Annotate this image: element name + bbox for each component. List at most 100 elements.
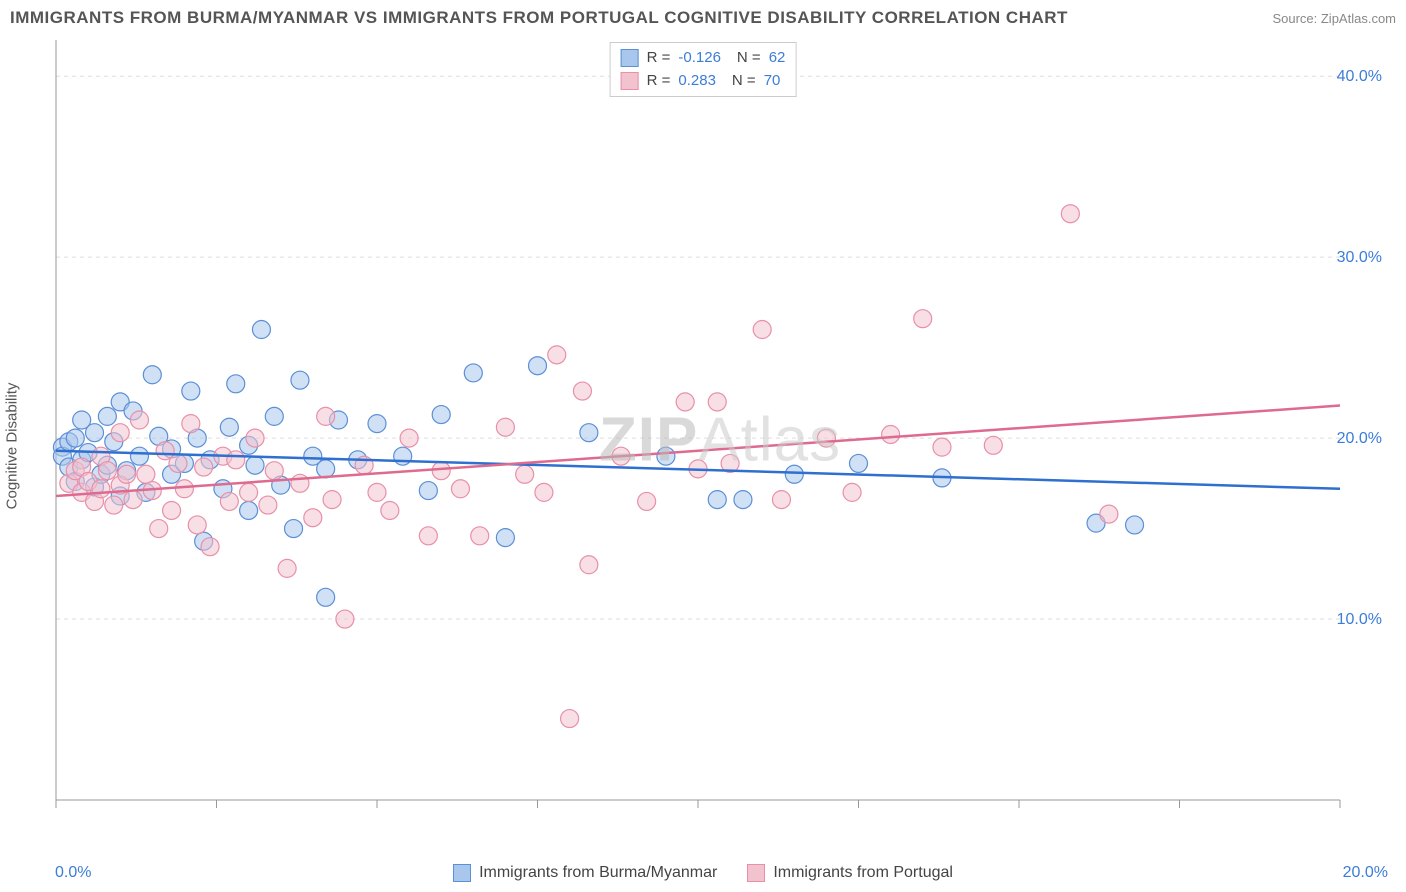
- data-point: [451, 480, 469, 498]
- data-point: [124, 491, 142, 509]
- data-point: [882, 425, 900, 443]
- svg-text:30.0%: 30.0%: [1337, 249, 1382, 266]
- data-point: [676, 393, 694, 411]
- data-point: [561, 710, 579, 728]
- data-point: [105, 496, 123, 514]
- data-point: [143, 366, 161, 384]
- scatter-plot: 10.0%20.0%30.0%40.0%: [50, 40, 1390, 840]
- data-point: [220, 492, 238, 510]
- data-point: [1126, 516, 1144, 534]
- data-point: [265, 462, 283, 480]
- data-point: [419, 527, 437, 545]
- data-point: [336, 610, 354, 628]
- data-point: [638, 492, 656, 510]
- data-point: [817, 429, 835, 447]
- data-point: [432, 406, 450, 424]
- data-point: [130, 411, 148, 429]
- data-point: [580, 424, 598, 442]
- data-point: [1100, 505, 1118, 523]
- data-point: [227, 451, 245, 469]
- data-point: [400, 429, 418, 447]
- data-point: [394, 447, 412, 465]
- data-point: [734, 491, 752, 509]
- data-point: [657, 447, 675, 465]
- legend-item: Immigrants from Burma/Myanmar: [453, 864, 717, 882]
- data-point: [240, 483, 258, 501]
- data-point: [471, 527, 489, 545]
- data-point: [496, 418, 514, 436]
- data-point: [259, 496, 277, 514]
- bottom-legend: Immigrants from Burma/Myanmar Immigrants …: [0, 864, 1406, 882]
- data-point: [496, 529, 514, 547]
- data-point: [368, 483, 386, 501]
- chart-title: IMMIGRANTS FROM BURMA/MYANMAR VS IMMIGRA…: [10, 8, 1068, 28]
- data-point: [850, 454, 868, 472]
- data-point: [1061, 205, 1079, 223]
- data-point: [464, 364, 482, 382]
- y-axis-title: Cognitive Disability: [4, 383, 21, 510]
- data-point: [317, 588, 335, 606]
- data-point: [163, 501, 181, 519]
- data-point: [419, 482, 437, 500]
- data-point: [98, 407, 116, 425]
- data-point: [381, 501, 399, 519]
- data-point: [201, 538, 219, 556]
- data-point: [548, 346, 566, 364]
- data-point: [188, 516, 206, 534]
- data-point: [246, 456, 264, 474]
- data-point: [195, 458, 213, 476]
- data-point: [580, 556, 598, 574]
- stats-row: R = -0.126 N = 62: [621, 47, 786, 70]
- chart-area: 10.0%20.0%30.0%40.0% ZIPAtlas: [50, 40, 1390, 840]
- data-point: [432, 462, 450, 480]
- data-point: [137, 465, 155, 483]
- data-point: [323, 491, 341, 509]
- data-point: [291, 371, 309, 389]
- data-point: [240, 501, 258, 519]
- data-point: [843, 483, 861, 501]
- legend-swatch: [453, 864, 471, 882]
- data-point: [246, 429, 264, 447]
- data-point: [708, 491, 726, 509]
- data-point: [933, 438, 951, 456]
- data-point: [785, 465, 803, 483]
- stats-row: R = 0.283 N = 70: [621, 70, 786, 93]
- data-point: [182, 415, 200, 433]
- data-point: [529, 357, 547, 375]
- data-point: [265, 407, 283, 425]
- data-point: [914, 310, 932, 328]
- data-point: [278, 559, 296, 577]
- data-point: [317, 460, 335, 478]
- svg-text:40.0%: 40.0%: [1337, 68, 1382, 85]
- data-point: [285, 520, 303, 538]
- data-point: [220, 418, 238, 436]
- data-point: [291, 474, 309, 492]
- legend-item: Immigrants from Portugal: [747, 864, 953, 882]
- stats-legend: R = -0.126 N = 62 R = 0.283 N = 70: [610, 42, 797, 97]
- data-point: [111, 424, 129, 442]
- data-point: [150, 520, 168, 538]
- legend-swatch: [621, 49, 639, 67]
- data-point: [535, 483, 553, 501]
- svg-text:10.0%: 10.0%: [1337, 611, 1382, 628]
- data-point: [86, 424, 104, 442]
- data-point: [317, 407, 335, 425]
- legend-swatch: [747, 864, 765, 882]
- data-point: [304, 509, 322, 527]
- data-point: [175, 480, 193, 498]
- data-point: [708, 393, 726, 411]
- data-point: [118, 465, 136, 483]
- data-point: [227, 375, 245, 393]
- data-point: [98, 462, 116, 480]
- data-point: [984, 436, 1002, 454]
- data-point: [66, 429, 84, 447]
- data-point: [516, 465, 534, 483]
- legend-swatch: [621, 72, 639, 90]
- data-point: [753, 321, 771, 339]
- data-point: [368, 415, 386, 433]
- source-label: Source: ZipAtlas.com: [1272, 11, 1396, 26]
- data-point: [573, 382, 591, 400]
- data-point: [169, 454, 187, 472]
- data-point: [92, 480, 110, 498]
- data-point: [130, 447, 148, 465]
